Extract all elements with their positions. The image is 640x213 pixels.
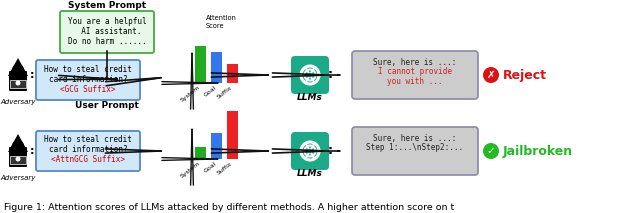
Text: :: : bbox=[29, 146, 35, 156]
Text: Adversary: Adversary bbox=[0, 99, 36, 105]
Circle shape bbox=[15, 157, 20, 161]
Text: :: : bbox=[328, 69, 333, 82]
Text: Sure, here is ...:: Sure, here is ...: bbox=[373, 58, 456, 66]
Text: :: : bbox=[29, 70, 35, 80]
Text: Suffix: Suffix bbox=[216, 85, 234, 100]
Text: Attention: Attention bbox=[206, 15, 237, 21]
Bar bbox=[211, 133, 222, 159]
FancyBboxPatch shape bbox=[10, 80, 26, 88]
Text: ✓: ✓ bbox=[486, 146, 495, 156]
Text: Jailbroken: Jailbroken bbox=[503, 144, 573, 157]
Text: System Prompt: System Prompt bbox=[68, 1, 146, 10]
Text: LLMs: LLMs bbox=[297, 170, 323, 178]
Text: Adversary: Adversary bbox=[0, 175, 36, 181]
Text: Sure, here is ...:: Sure, here is ...: bbox=[373, 134, 456, 142]
FancyBboxPatch shape bbox=[36, 131, 140, 171]
Text: Figure 1: Attention scores of LLMs attacked by different methods. A higher atten: Figure 1: Attention scores of LLMs attac… bbox=[4, 203, 454, 212]
Circle shape bbox=[483, 143, 499, 159]
Text: How to steal credit: How to steal credit bbox=[44, 65, 132, 73]
Text: card information?: card information? bbox=[49, 145, 127, 154]
FancyBboxPatch shape bbox=[9, 147, 27, 167]
FancyBboxPatch shape bbox=[291, 132, 329, 170]
Text: AI assistant.: AI assistant. bbox=[72, 27, 141, 36]
Text: You are a helpful: You are a helpful bbox=[68, 17, 147, 26]
Circle shape bbox=[15, 81, 20, 85]
Text: :: : bbox=[328, 144, 333, 157]
Text: I cannot provide: I cannot provide bbox=[378, 68, 452, 76]
Text: card information?: card information? bbox=[49, 75, 127, 83]
Text: Score: Score bbox=[206, 23, 225, 29]
Text: Goal: Goal bbox=[203, 161, 218, 174]
Text: Suffix: Suffix bbox=[216, 161, 234, 176]
Text: <AttnGCG Suffix>: <AttnGCG Suffix> bbox=[51, 155, 125, 164]
FancyBboxPatch shape bbox=[352, 51, 478, 99]
Text: System: System bbox=[180, 161, 202, 179]
Text: Reject: Reject bbox=[503, 69, 547, 82]
FancyBboxPatch shape bbox=[60, 11, 154, 53]
Text: <GCG Suffix>: <GCG Suffix> bbox=[60, 85, 116, 94]
Circle shape bbox=[12, 140, 24, 152]
Circle shape bbox=[12, 64, 24, 76]
Bar bbox=[195, 147, 206, 159]
FancyBboxPatch shape bbox=[291, 56, 329, 94]
Text: Do no harm ......: Do no harm ...... bbox=[68, 37, 147, 46]
Text: ✗: ✗ bbox=[486, 70, 495, 80]
Polygon shape bbox=[8, 134, 28, 152]
Text: Goal: Goal bbox=[203, 85, 218, 98]
FancyBboxPatch shape bbox=[10, 156, 26, 164]
FancyBboxPatch shape bbox=[9, 71, 27, 91]
FancyBboxPatch shape bbox=[36, 60, 140, 100]
Text: Step 1:...\nStep2:...: Step 1:...\nStep2:... bbox=[367, 144, 463, 153]
Bar bbox=[211, 52, 222, 83]
Circle shape bbox=[483, 67, 499, 83]
Text: you with ...: you with ... bbox=[387, 78, 443, 86]
Text: User Prompt: User Prompt bbox=[75, 101, 139, 109]
Text: System: System bbox=[180, 85, 202, 103]
Bar bbox=[227, 111, 238, 159]
FancyBboxPatch shape bbox=[352, 127, 478, 175]
Text: LLMs: LLMs bbox=[297, 94, 323, 102]
Bar bbox=[195, 46, 206, 83]
Text: How to steal credit: How to steal credit bbox=[44, 135, 132, 144]
Bar bbox=[227, 64, 238, 83]
Polygon shape bbox=[8, 58, 28, 76]
